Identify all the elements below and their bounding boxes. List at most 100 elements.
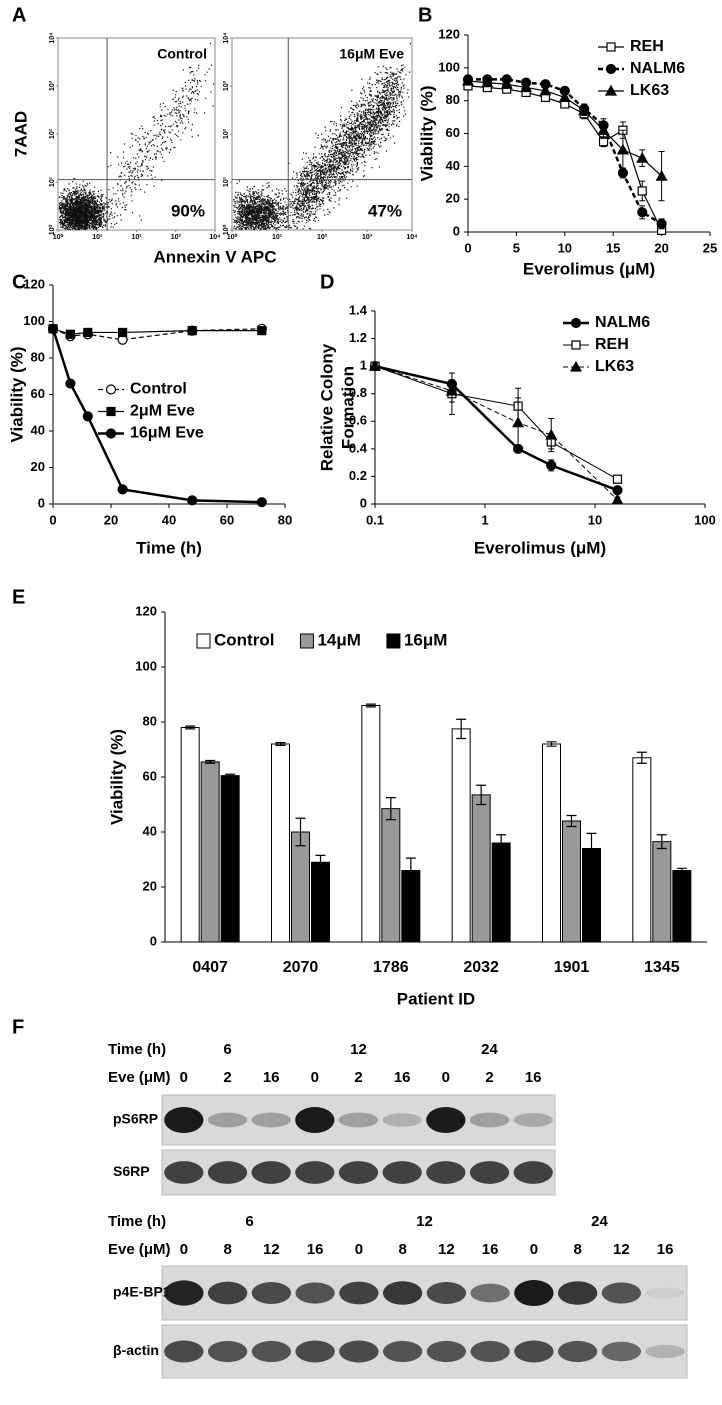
dose-value: 16	[394, 1069, 411, 1086]
legend-label: NALM6	[630, 60, 685, 77]
band	[557, 1281, 598, 1305]
y-tick-label: 20	[446, 191, 460, 206]
x-tick-label: 1	[481, 512, 488, 527]
events	[58, 42, 215, 231]
dose-value: 8	[398, 1241, 406, 1258]
dose-value: 0	[442, 1069, 450, 1086]
y-tick-label: 40	[31, 422, 45, 437]
x-tick-label: 5	[513, 240, 520, 255]
error-bar	[315, 854, 326, 870]
x-tick-label: 10²	[317, 234, 328, 241]
band	[601, 1341, 642, 1362]
marker	[578, 104, 591, 116]
gate-percent: 47%	[368, 201, 402, 220]
band	[164, 1280, 204, 1306]
dose-label: Eve (μM)	[108, 1069, 171, 1086]
y-tick-label: 10⁴	[49, 32, 56, 44]
marker	[612, 485, 623, 496]
band	[469, 1112, 510, 1128]
band	[426, 1282, 467, 1304]
blot-membrane	[161, 1265, 688, 1321]
label-bg	[344, 44, 408, 64]
x-tick-label: 40	[162, 512, 176, 527]
marker	[606, 42, 616, 52]
error-bar	[496, 834, 507, 852]
legend-swatch	[196, 633, 211, 649]
band	[470, 1340, 510, 1363]
marker	[520, 81, 533, 93]
legend-label: LK63	[630, 82, 669, 99]
band	[164, 1161, 204, 1184]
plot-label: Control	[157, 46, 207, 62]
legend-label: Control	[214, 630, 274, 649]
label-bg	[165, 200, 211, 224]
marker	[65, 329, 76, 339]
x-tick-label: 100	[694, 512, 716, 527]
y-tick-label: 1.4	[349, 302, 368, 317]
y-tick-label: 0.4	[349, 440, 368, 455]
marker	[546, 460, 557, 471]
band	[207, 1112, 248, 1128]
bar	[451, 728, 471, 943]
marker	[65, 378, 76, 389]
y-tick-label: 20	[143, 878, 157, 893]
band	[295, 1161, 335, 1184]
series-line	[51, 328, 262, 504]
x-tick-label: 10⁰	[227, 233, 238, 241]
protein-label: p4E-BP1	[113, 1284, 171, 1300]
time-value: 24	[591, 1213, 608, 1230]
y-tick-label: 120	[135, 603, 157, 618]
y-tick-label: 120	[23, 276, 45, 291]
dose-value: 0	[311, 1069, 319, 1086]
marker	[655, 169, 668, 181]
protein-label: β-actin	[113, 1342, 159, 1358]
dose-value: 16	[657, 1241, 674, 1258]
y-tick-label: 100	[438, 59, 460, 74]
band	[469, 1161, 510, 1184]
x-tick-label: 0	[464, 240, 471, 255]
bar	[220, 775, 240, 943]
legend-label: 16μM Eve	[130, 425, 204, 442]
legend-label: NALM6	[595, 314, 650, 331]
marker	[605, 63, 617, 75]
y-tick-label: 10¹	[49, 176, 56, 187]
panel-letter: F	[12, 1016, 24, 1038]
bar	[672, 870, 692, 943]
y-tick-label: 10²	[223, 128, 230, 139]
error-bar	[185, 725, 196, 730]
marker	[187, 326, 197, 336]
marker	[47, 323, 59, 334]
y-tick-label: 80	[446, 92, 460, 107]
band	[164, 1340, 204, 1363]
x-tick-label: 2070	[283, 959, 319, 976]
error-bar	[225, 773, 236, 778]
error-bar	[656, 834, 667, 850]
band	[645, 1287, 685, 1299]
dose-value: 0	[355, 1241, 363, 1258]
error-bar	[566, 814, 577, 828]
x-axis-label: Everolimus (μM)	[523, 259, 655, 278]
bar	[652, 841, 672, 943]
marker	[558, 91, 571, 102]
band	[338, 1161, 379, 1184]
legend-swatch	[386, 633, 401, 649]
dose-value: 12	[438, 1241, 455, 1258]
marker	[636, 151, 649, 163]
time-label: Time (h)	[108, 1213, 166, 1230]
band	[645, 1344, 685, 1359]
marker	[445, 384, 458, 396]
marker	[612, 474, 623, 484]
y-tick-label: 20	[31, 459, 45, 474]
bar	[632, 757, 652, 943]
x-tick-label: 10²	[131, 234, 142, 241]
marker	[368, 359, 382, 371]
band	[295, 1107, 335, 1133]
marker	[512, 416, 525, 428]
y-tick-label: 0	[150, 933, 157, 948]
bar	[471, 794, 491, 943]
legend-label: 16μM	[404, 630, 447, 649]
bar	[311, 861, 330, 943]
band	[207, 1161, 248, 1184]
band	[251, 1112, 291, 1128]
marker	[117, 484, 128, 495]
